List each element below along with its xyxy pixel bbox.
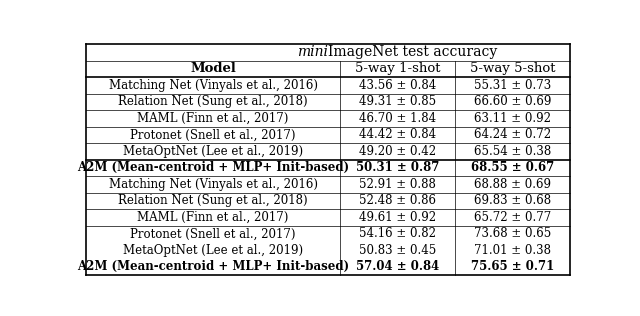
Text: MetaOptNet (Lee et al., 2019): MetaOptNet (Lee et al., 2019) xyxy=(123,145,303,158)
Text: Protonet (Snell et al., 2017): Protonet (Snell et al., 2017) xyxy=(131,128,296,141)
Text: Matching Net (Vinyals et al., 2016): Matching Net (Vinyals et al., 2016) xyxy=(109,79,317,92)
Text: 49.31 ± 0.85: 49.31 ± 0.85 xyxy=(359,95,436,108)
Text: 69.83 ± 0.68: 69.83 ± 0.68 xyxy=(474,194,551,207)
Text: 54.16 ± 0.82: 54.16 ± 0.82 xyxy=(359,228,436,240)
Text: Protonet (Snell et al., 2017): Protonet (Snell et al., 2017) xyxy=(131,228,296,240)
Text: 57.04 ± 0.84: 57.04 ± 0.84 xyxy=(356,260,439,273)
Text: 44.42 ± 0.84: 44.42 ± 0.84 xyxy=(359,128,436,141)
Text: 68.55 ± 0.67: 68.55 ± 0.67 xyxy=(471,161,554,174)
Text: 49.61 ± 0.92: 49.61 ± 0.92 xyxy=(359,211,436,224)
Text: 65.54 ± 0.38: 65.54 ± 0.38 xyxy=(474,145,551,158)
Text: 5-way 5-shot: 5-way 5-shot xyxy=(470,62,556,75)
Text: Model: Model xyxy=(190,62,236,75)
Text: MAML (Finn et al., 2017): MAML (Finn et al., 2017) xyxy=(138,112,289,125)
Text: 73.68 ± 0.65: 73.68 ± 0.65 xyxy=(474,228,551,240)
Text: 63.11 ± 0.92: 63.11 ± 0.92 xyxy=(474,112,551,125)
Text: 64.24 ± 0.72: 64.24 ± 0.72 xyxy=(474,128,551,141)
Text: 50.83 ± 0.45: 50.83 ± 0.45 xyxy=(359,244,436,257)
Text: 65.72 ± 0.77: 65.72 ± 0.77 xyxy=(474,211,551,224)
Text: 50.31 ± 0.87: 50.31 ± 0.87 xyxy=(356,161,439,174)
Text: MAML (Finn et al., 2017): MAML (Finn et al., 2017) xyxy=(138,211,289,224)
Text: 75.65 ± 0.71: 75.65 ± 0.71 xyxy=(471,260,554,273)
Text: Relation Net (Sung et al., 2018): Relation Net (Sung et al., 2018) xyxy=(118,95,308,108)
Text: 52.48 ± 0.86: 52.48 ± 0.86 xyxy=(359,194,436,207)
Text: 52.91 ± 0.88: 52.91 ± 0.88 xyxy=(359,178,436,191)
Text: A2M (Mean-centroid + MLP+ Init-based): A2M (Mean-centroid + MLP+ Init-based) xyxy=(77,161,349,174)
Text: 46.70 ± 1.84: 46.70 ± 1.84 xyxy=(359,112,436,125)
Text: 71.01 ± 0.38: 71.01 ± 0.38 xyxy=(474,244,551,257)
Text: ImageNet test accuracy: ImageNet test accuracy xyxy=(328,45,497,59)
Text: 49.20 ± 0.42: 49.20 ± 0.42 xyxy=(359,145,436,158)
Text: A2M (Mean-centroid + MLP+ Init-based): A2M (Mean-centroid + MLP+ Init-based) xyxy=(77,260,349,273)
Text: Relation Net (Sung et al., 2018): Relation Net (Sung et al., 2018) xyxy=(118,194,308,207)
Text: 43.56 ± 0.84: 43.56 ± 0.84 xyxy=(359,79,436,92)
Text: 5-way 1-shot: 5-way 1-shot xyxy=(355,62,440,75)
Text: 55.31 ± 0.73: 55.31 ± 0.73 xyxy=(474,79,551,92)
Text: 66.60 ± 0.69: 66.60 ± 0.69 xyxy=(474,95,551,108)
Text: Matching Net (Vinyals et al., 2016): Matching Net (Vinyals et al., 2016) xyxy=(109,178,317,191)
Text: MetaOptNet (Lee et al., 2019): MetaOptNet (Lee et al., 2019) xyxy=(123,244,303,257)
Text: 68.88 ± 0.69: 68.88 ± 0.69 xyxy=(474,178,551,191)
Text: mini: mini xyxy=(297,45,328,59)
